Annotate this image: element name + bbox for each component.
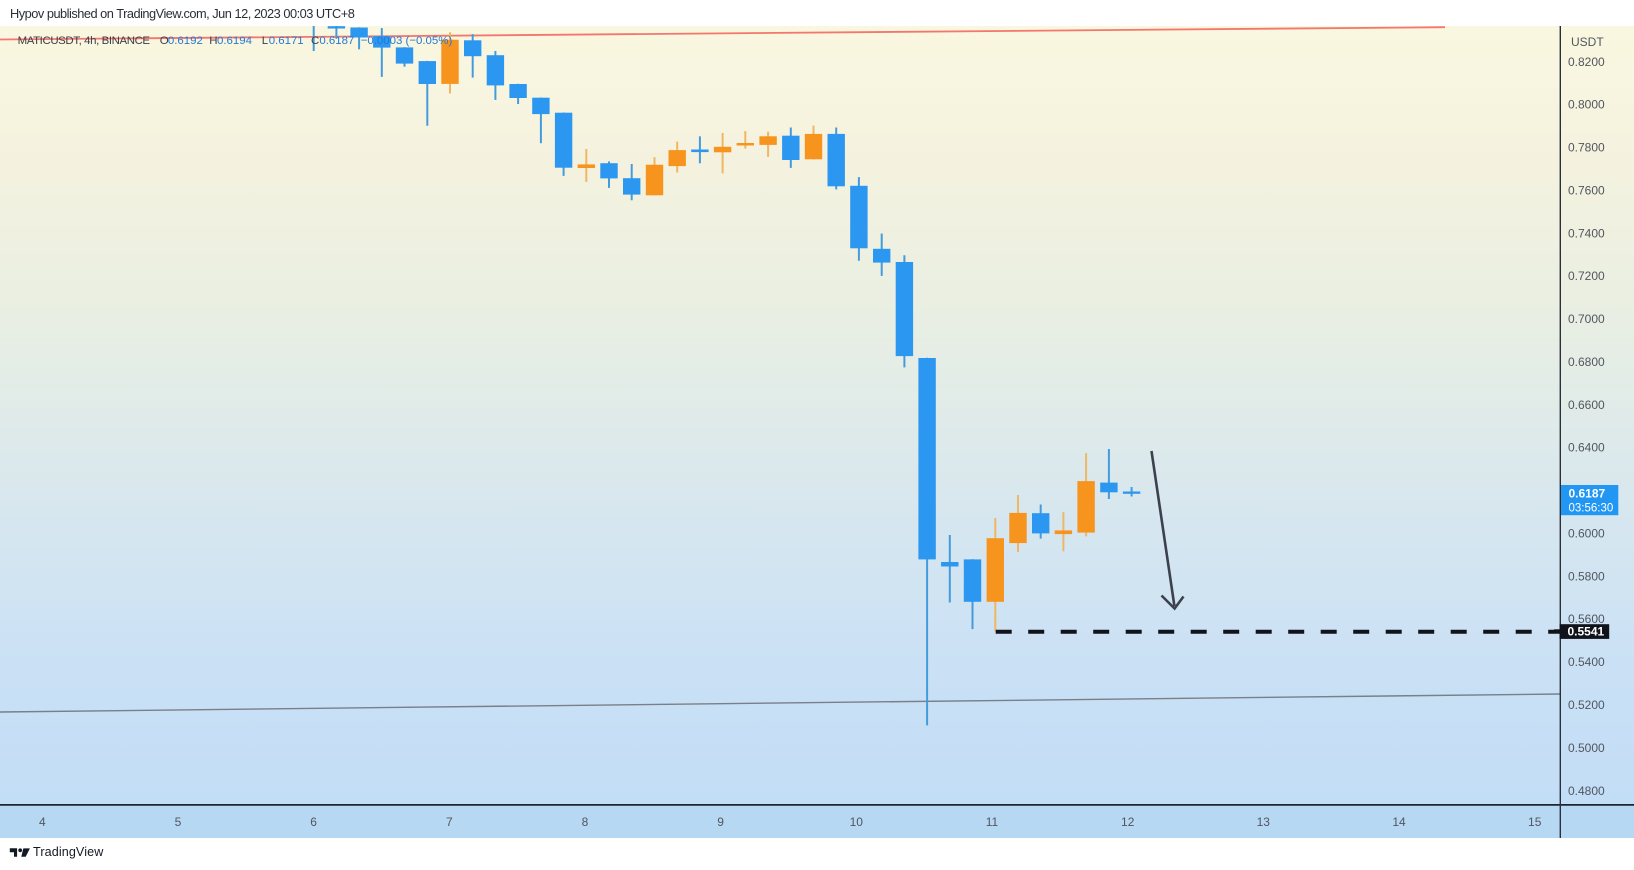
svg-text:5: 5	[175, 815, 182, 829]
svg-text:0.5200: 0.5200	[1568, 698, 1605, 712]
svg-text:0.6800: 0.6800	[1568, 355, 1605, 369]
svg-text:USDT: USDT	[1571, 35, 1604, 49]
svg-text:0.5800: 0.5800	[1568, 569, 1605, 583]
svg-text:0.5000: 0.5000	[1568, 741, 1605, 755]
svg-text:0.4800: 0.4800	[1568, 784, 1605, 798]
svg-text:0.7400: 0.7400	[1568, 226, 1605, 240]
svg-text:7: 7	[446, 815, 453, 829]
svg-text:0.5541: 0.5541	[1568, 625, 1605, 639]
svg-text:0.7000: 0.7000	[1568, 312, 1605, 326]
svg-text:0.6000: 0.6000	[1568, 527, 1605, 541]
svg-text:15: 15	[1528, 815, 1542, 829]
svg-text:0.8000: 0.8000	[1568, 98, 1605, 112]
svg-text:8: 8	[582, 815, 589, 829]
svg-text:0.6400: 0.6400	[1568, 441, 1605, 455]
svg-text:6: 6	[310, 815, 317, 829]
svg-text:11: 11	[986, 815, 999, 829]
svg-text:13: 13	[1257, 815, 1271, 829]
svg-text:0.7200: 0.7200	[1568, 269, 1605, 283]
svg-text:10: 10	[850, 815, 864, 829]
svg-text:0.7800: 0.7800	[1568, 141, 1605, 155]
svg-text:0.8200: 0.8200	[1568, 55, 1605, 69]
svg-text:0.5600: 0.5600	[1568, 612, 1605, 626]
svg-text:4: 4	[39, 815, 46, 829]
svg-text:9: 9	[717, 815, 724, 829]
svg-text:0.6600: 0.6600	[1568, 398, 1605, 412]
svg-text:03:56:30: 03:56:30	[1569, 503, 1614, 515]
svg-text:0.7600: 0.7600	[1568, 183, 1605, 197]
svg-text:14: 14	[1392, 815, 1406, 829]
svg-text:0.5400: 0.5400	[1568, 655, 1605, 669]
svg-text:12: 12	[1121, 815, 1135, 829]
svg-text:0.6187: 0.6187	[1569, 487, 1606, 501]
